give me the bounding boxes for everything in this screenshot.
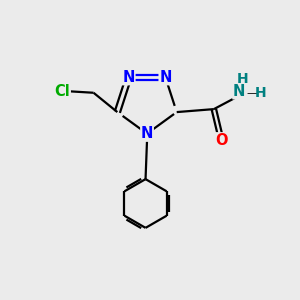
Text: N: N bbox=[159, 70, 172, 85]
Text: Cl: Cl bbox=[55, 84, 70, 99]
Text: H: H bbox=[255, 86, 266, 100]
Text: H: H bbox=[236, 72, 248, 86]
Text: N: N bbox=[141, 126, 153, 141]
Text: N: N bbox=[233, 84, 245, 99]
Text: O: O bbox=[215, 133, 227, 148]
Text: —: — bbox=[246, 88, 257, 98]
Text: N: N bbox=[122, 70, 135, 85]
